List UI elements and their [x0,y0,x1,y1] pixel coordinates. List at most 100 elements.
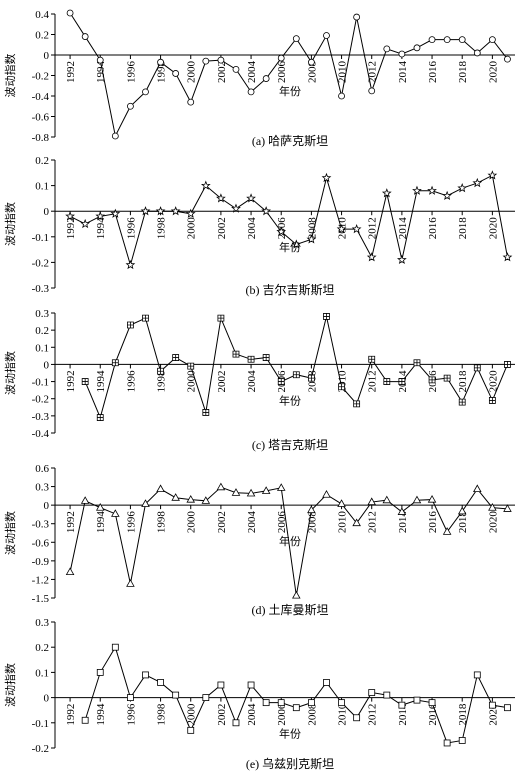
x-tick-label: 2018 [457,370,469,393]
marker [382,495,392,504]
marker [246,193,256,203]
x-tick-label: 2012 [367,61,379,83]
x-axis-label: 年份 [279,84,301,98]
marker [398,378,406,385]
marker [142,671,149,679]
x-tick-label: 2014 [397,511,409,533]
marker [111,509,120,517]
x-tick-label: 2020 [487,511,499,534]
x-tick-label: 1998 [156,703,168,726]
marker [127,694,134,701]
marker [366,252,377,262]
marker [172,70,180,77]
y-tick-label: 0.3 [35,482,49,494]
x-tick-label: 1998 [156,511,168,533]
x-tick-label: 2016 [427,217,439,240]
x-tick-label: 2018 [457,217,469,240]
x-tick-label: 2010 [337,61,349,84]
marker [443,739,451,747]
marker [412,185,422,195]
marker [353,13,361,21]
marker [488,503,497,511]
marker [473,484,482,493]
marker [157,679,164,686]
marker [367,497,377,506]
marker [442,190,453,200]
marker [170,206,181,216]
y-tick-label: -0.2 [32,71,49,83]
x-tick-label: 2012 [367,370,379,392]
marker [368,87,376,95]
marker [216,482,226,491]
x-tick-label: 2016 [427,703,439,726]
y-axis-label: 波动指数 [3,663,17,707]
x-tick-label: 2012 [367,704,379,726]
x-tick-label: 1994 [95,217,107,240]
x-tick-label: 2006 [276,703,288,726]
y-axis-label: 波动指数 [3,351,17,395]
x-tick-label: 1996 [125,703,137,726]
marker [307,505,316,514]
x-tick-label: 1998 [156,370,168,393]
marker [276,226,287,236]
x-tick-label: 2002 [216,511,228,533]
y-tick-label: 0.1 [35,342,49,354]
marker [413,359,421,367]
y-tick-label: -0.2 [32,394,49,406]
x-axis-label: 年份 [279,534,301,548]
panel-caption: (a) 哈萨克斯坦 [252,134,328,148]
marker [261,206,272,216]
marker [458,737,466,744]
marker [110,208,121,218]
marker [232,350,240,358]
marker [200,180,211,190]
marker [503,504,512,512]
x-tick-label: 2004 [246,60,258,83]
marker [473,49,481,57]
x-tick-label: 2006 [276,511,288,533]
y-tick-label: -1.2 [32,574,49,586]
marker [95,211,106,221]
marker [96,414,104,421]
marker [383,691,391,699]
marker [81,33,89,40]
marker [156,484,165,493]
marker [322,490,331,498]
panel: -0.2 -0.1 0 0.1 0.2 0.3 1992 1994 1996 1998 2000 20… [3,617,515,771]
marker [488,701,496,709]
marker [172,691,180,699]
x-tick-label: 2008 [306,61,318,84]
marker [504,55,511,63]
marker [292,590,301,599]
marker [323,32,330,39]
y-tick-label: 0 [44,50,50,62]
x-tick-label: 1996 [125,217,137,240]
x-axis-label: 年份 [279,240,301,254]
x-tick-label: 1996 [125,61,137,84]
marker [187,362,195,370]
y-tick-label: -0.9 [32,556,50,568]
marker [187,726,195,734]
marker [427,185,437,195]
marker [232,719,240,727]
y-tick-label: 0.1 [35,181,49,193]
marker [247,88,255,96]
marker [398,701,406,709]
y-tick-label: -0.6 [32,112,50,124]
marker [277,54,285,62]
x-tick-label: 2000 [186,61,198,84]
marker [217,314,225,322]
y-axis-label: 波动指数 [3,202,17,246]
x-tick-label: 1998 [156,217,168,240]
marker [262,354,270,361]
data-line [69,486,508,596]
y-tick-label: -0.1 [32,718,49,730]
y-tick-label: -0.1 [32,377,49,389]
x-axis-label: 年份 [279,727,301,741]
x-tick-label: 1992 [65,704,77,726]
marker [427,494,437,503]
y-tick-label: 0 [44,500,50,512]
x-tick-label: 2020 [487,217,499,240]
marker [412,495,422,504]
marker [323,679,330,686]
